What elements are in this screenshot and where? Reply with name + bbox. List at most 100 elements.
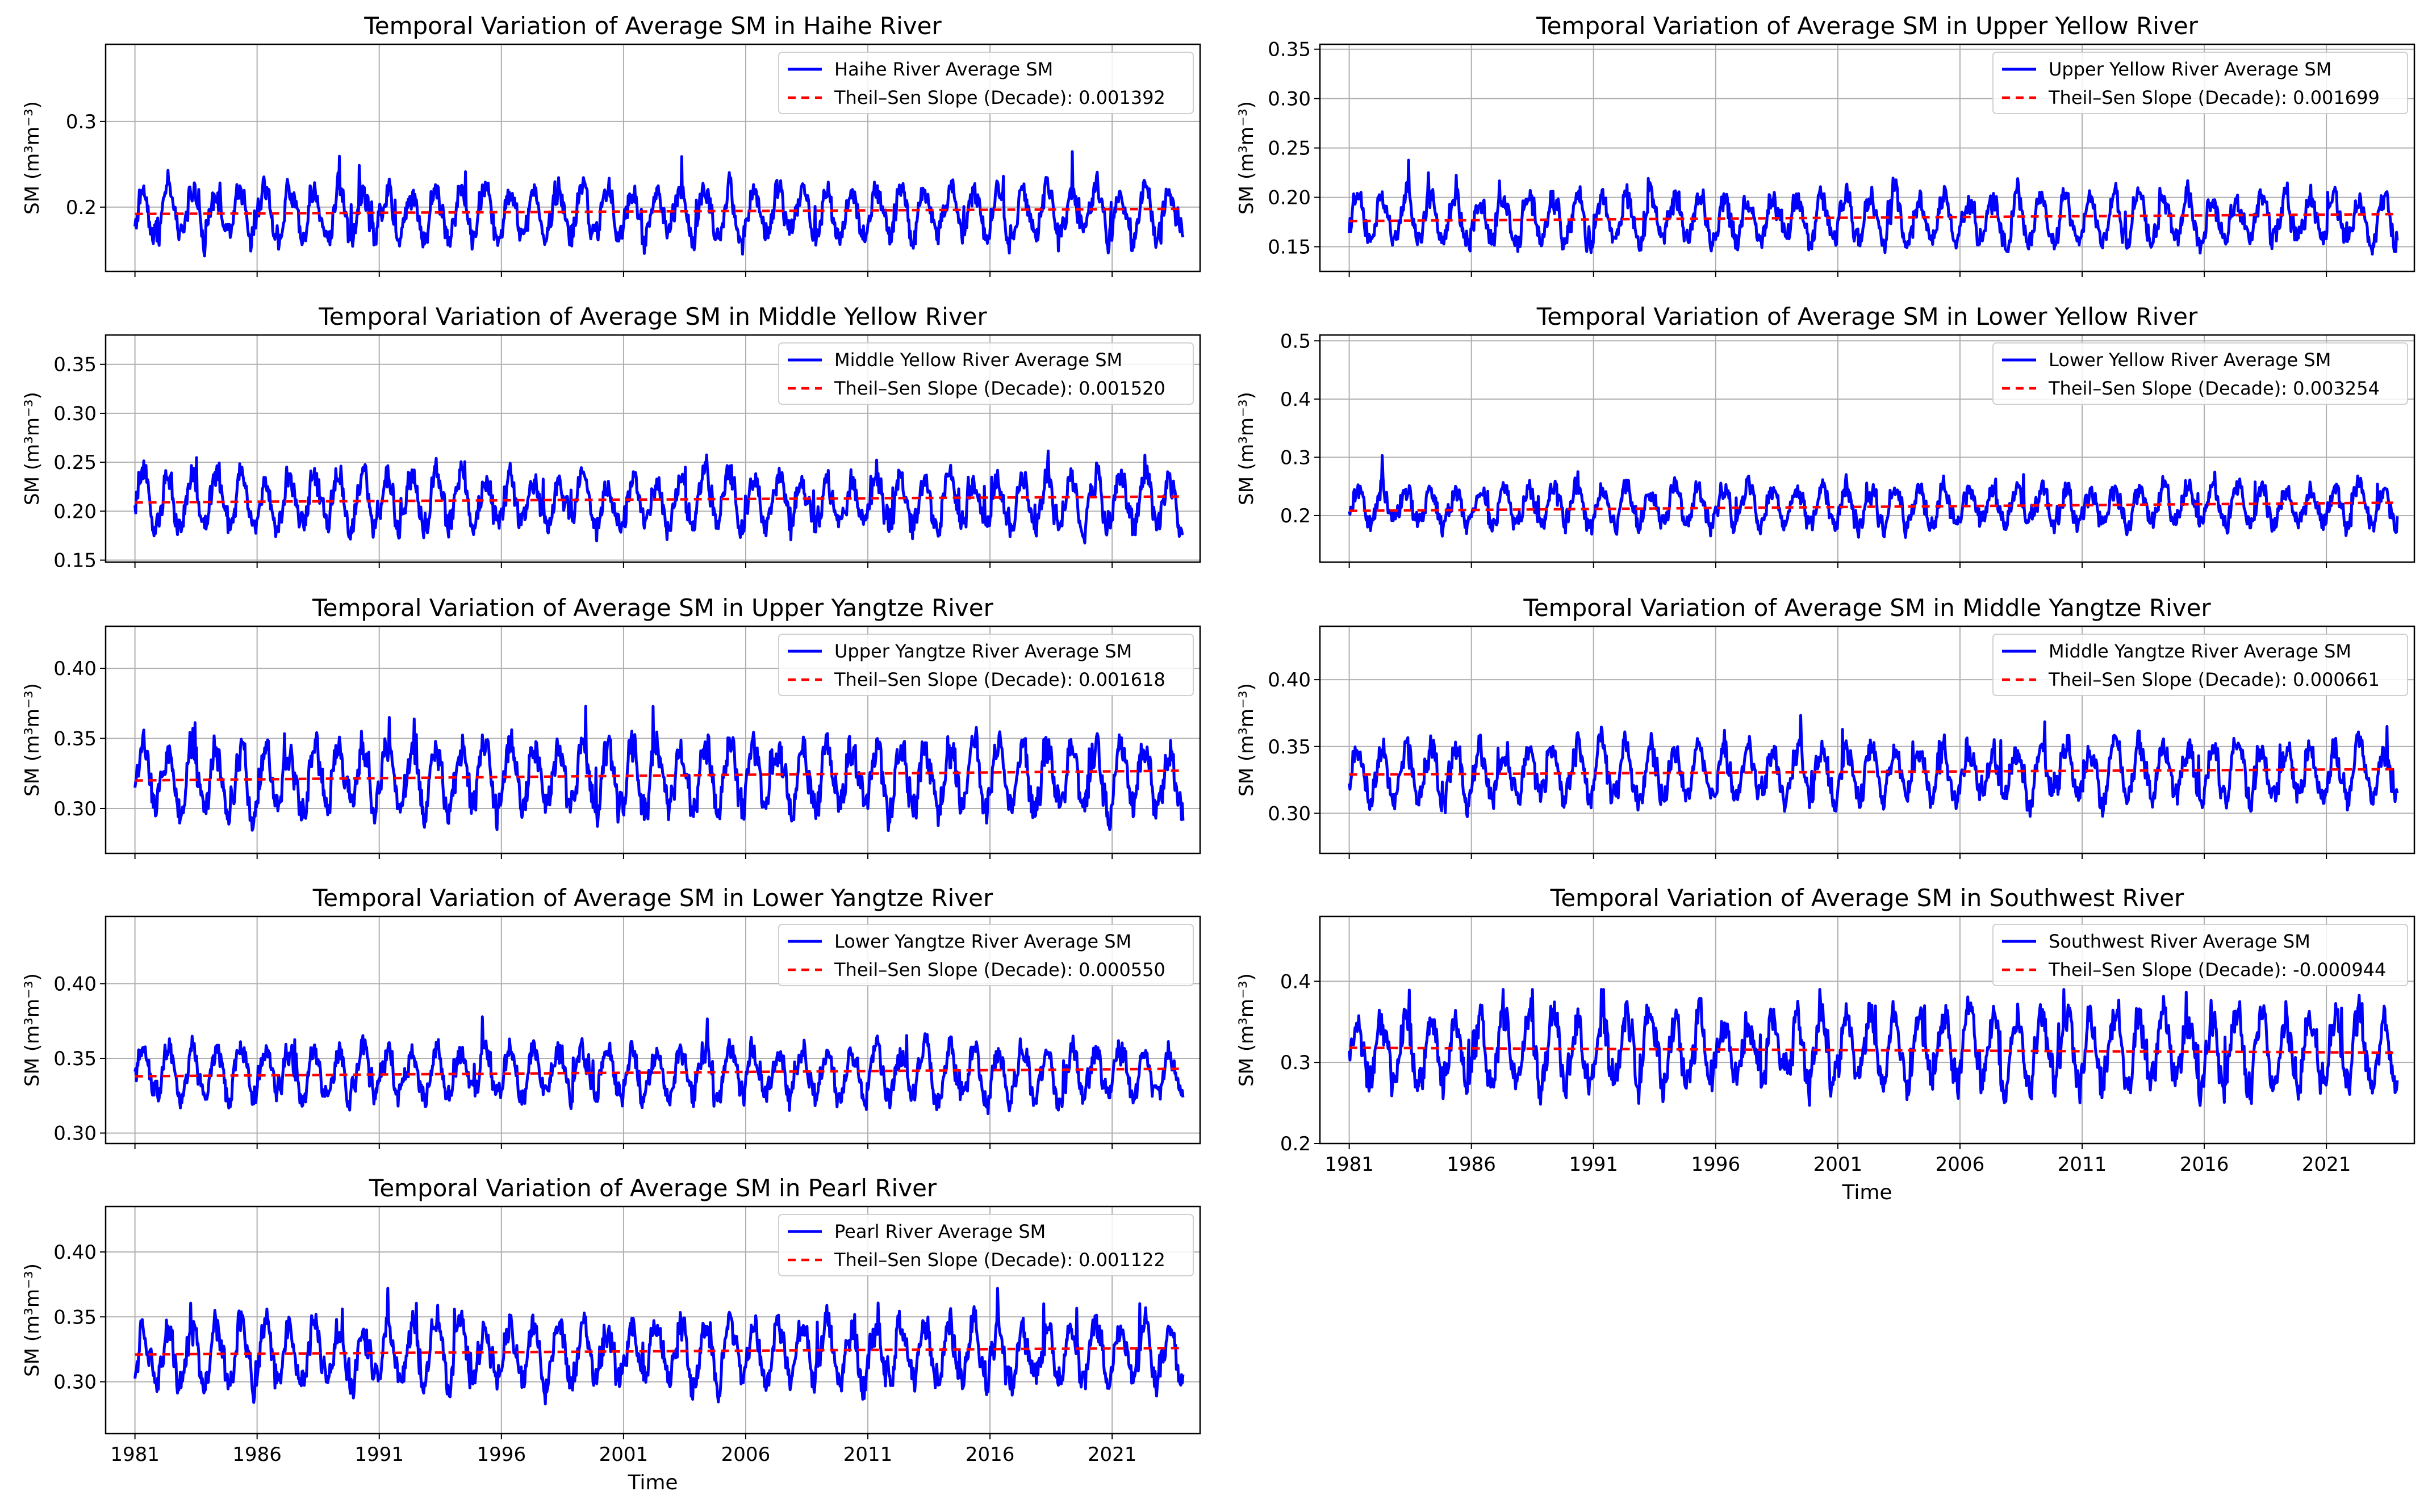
y-tick-label: 0.40 [53, 657, 97, 680]
x-axis-label: Time [627, 1471, 678, 1494]
y-tick-label: 0.5 [1280, 330, 1311, 353]
y-tick-label: 0.35 [53, 728, 97, 751]
chart-title: Temporal Variation of Average SM in Pear… [369, 1174, 937, 1202]
x-tick-label: 1981 [1324, 1153, 1374, 1176]
legend-box [1992, 52, 2408, 114]
x-tick-label: 1991 [1569, 1153, 1618, 1176]
y-tick-label: 0.40 [53, 1241, 97, 1264]
chart-title: Temporal Variation of Average SM in Lowe… [312, 884, 993, 912]
y-axis-label: SM (m³m⁻³) [21, 683, 44, 797]
trend-line [135, 769, 1183, 782]
y-axis-label: SM (m³m⁻³) [1235, 101, 1258, 215]
x-tick-label: 2006 [721, 1443, 771, 1466]
x-tick-label: 2001 [1813, 1153, 1863, 1176]
x-tick-label: 2021 [2302, 1153, 2351, 1176]
legend-box [778, 634, 1194, 696]
legend-box [778, 342, 1194, 405]
y-tick-label: 0.2 [1280, 1133, 1311, 1155]
plot-frame [105, 1205, 1201, 1435]
y-tick-label: 0.2 [66, 196, 97, 219]
plot-frame [105, 915, 1201, 1145]
y-tick-label: 0.20 [1268, 187, 1311, 210]
legend: Upper Yangtze River Average SM Theil–Sen … [778, 634, 1194, 696]
x-tick-label: 1991 [354, 1443, 404, 1466]
chart-title: Temporal Variation of Average SM in Uppe… [312, 594, 994, 622]
legend: Southwest River Average SM Theil–Sen Slop… [1992, 924, 2408, 986]
series-line [133, 150, 1185, 258]
x-tick-label: 1981 [110, 1443, 160, 1466]
legend-label: Lower Yangtze River Average SM [834, 931, 1131, 952]
series-line [133, 705, 1185, 832]
chart-panel-4: Temporal Variation of Average SM in Lowe… [1235, 303, 2416, 568]
legend-label: Theil–Sen Slope (Decade): 0.000550 [834, 959, 1165, 981]
legend-label: Upper Yellow River Average SM [2049, 58, 2331, 80]
legend-box [1992, 342, 2408, 405]
x-tick-label: 2016 [2180, 1153, 2229, 1176]
x-tick-label: 2021 [1088, 1443, 1137, 1466]
trend-line [1349, 1046, 2397, 1054]
trend-line [135, 495, 1183, 504]
plot-frame [105, 334, 1201, 563]
legend: Haihe River Average SM Theil–Sen Slope (D… [778, 52, 1194, 114]
series-line [1348, 714, 2399, 818]
legend: Pearl River Average SM Theil–Sen Slope (D… [778, 1214, 1194, 1276]
trend-line [1349, 768, 2397, 776]
y-tick-label: 0.15 [53, 550, 97, 572]
legend-label: Theil–Sen Slope (Decade): 0.001520 [834, 378, 1165, 399]
x-tick-label: 1996 [1691, 1153, 1741, 1176]
legend-label: Theil–Sen Slope (Decade): 0.001699 [2048, 87, 2380, 108]
legend: Lower Yangtze River Average SM Theil–Sen … [778, 924, 1194, 986]
y-tick-label: 0.20 [53, 500, 97, 523]
chart-title: Temporal Variation of Average SM in Haih… [363, 12, 942, 40]
chart-panel-8: Temporal Variation of Average SM in Sout… [1235, 884, 2416, 1204]
y-tick-label: 0.40 [53, 973, 97, 995]
y-axis-label: SM (m³m⁻³) [21, 1263, 44, 1377]
plot-frame [1319, 43, 2416, 273]
chart-panel-3: Temporal Variation of Average SM in Midd… [21, 303, 1201, 572]
legend-box [778, 52, 1194, 114]
x-tick-label: 2011 [2058, 1153, 2107, 1176]
y-tick-label: 0.30 [1268, 88, 1311, 111]
chart-title: Temporal Variation of Average SM in Uppe… [1536, 12, 2199, 40]
y-axis-label: SM (m³m⁻³) [21, 392, 44, 505]
chart-title: Temporal Variation of Average SM in Midd… [318, 303, 987, 330]
y-tick-label: 0.35 [53, 354, 97, 376]
series-line [133, 1287, 1185, 1406]
x-axis-label: Time [1841, 1181, 1892, 1204]
y-tick-label: 0.3 [1280, 1052, 1311, 1074]
plot-frame [1319, 915, 2416, 1145]
y-tick-label: 0.35 [1268, 39, 1311, 61]
legend-label: Theil–Sen Slope (Decade): 0.000661 [2048, 669, 2380, 690]
trend-line [135, 1067, 1183, 1078]
legend: Middle Yangtze River Average SM Theil–Sen… [1992, 634, 2408, 696]
plot-frame [1319, 625, 2416, 855]
trend-line [1349, 212, 2397, 223]
y-tick-label: 0.30 [53, 1123, 97, 1145]
legend-label: Theil–Sen Slope (Decade): 0.001392 [834, 87, 1165, 108]
legend-box [778, 1214, 1194, 1276]
y-tick-label: 0.4 [1280, 970, 1311, 993]
chart-title: Temporal Variation of Average SM in Sout… [1550, 884, 2184, 912]
legend-label: Theil–Sen Slope (Decade): 0.003254 [2048, 378, 2380, 399]
y-tick-label: 0.25 [1268, 137, 1311, 160]
legend: Middle Yellow River Average SM Theil–Sen … [778, 342, 1194, 405]
chart-panel-1: Temporal Variation of Average SM in Haih… [21, 12, 1201, 277]
chart-panel-6: Temporal Variation of Average SM in Midd… [1235, 594, 2416, 859]
trend-line [135, 1346, 1183, 1356]
y-axis-label: SM (m³m⁻³) [1235, 392, 1258, 505]
y-tick-label: 0.30 [1268, 802, 1311, 825]
legend-box [1992, 924, 2408, 986]
legend-label: Middle Yellow River Average SM [834, 349, 1122, 371]
series-line [1348, 158, 2399, 256]
y-tick-label: 0.2 [1280, 505, 1311, 527]
plot-frame [105, 43, 1201, 273]
legend-label: Southwest River Average SM [2049, 931, 2310, 952]
chart-title: Temporal Variation of Average SM in Lowe… [1536, 303, 2198, 330]
x-tick-label: 2011 [843, 1443, 893, 1466]
legend: Upper Yellow River Average SM Theil–Sen S… [1992, 52, 2408, 114]
legend-label: Theil–Sen Slope (Decade): 0.001122 [834, 1249, 1165, 1271]
y-tick-label: 0.3 [66, 111, 97, 133]
x-tick-label: 1986 [1447, 1153, 1496, 1176]
y-tick-label: 0.30 [53, 798, 97, 820]
